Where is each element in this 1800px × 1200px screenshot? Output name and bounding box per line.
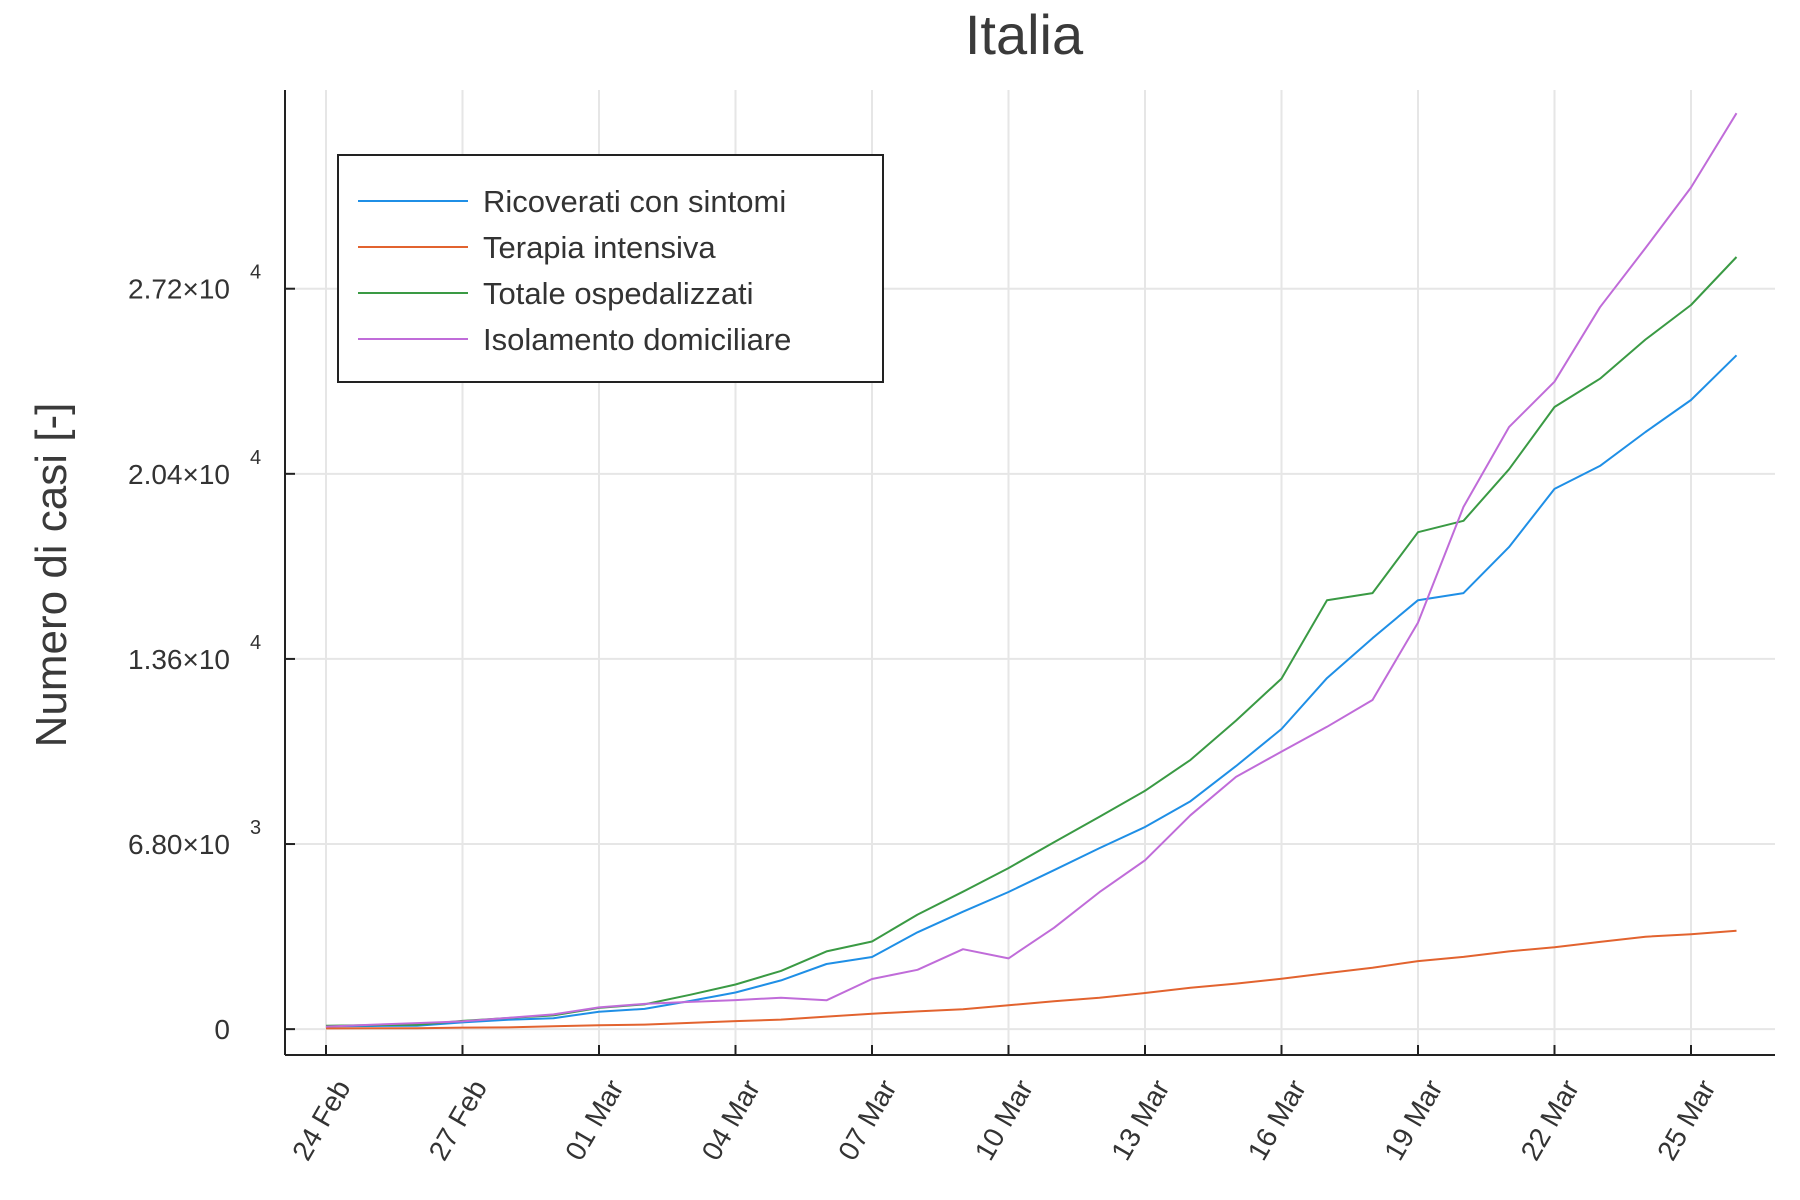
legend-entry: Isolamento domiciliare xyxy=(483,322,791,357)
x-tick-labels: 24 Feb 27 Feb 01 Mar 04 Mar 07 Mar 10 Mar 13 M… xyxy=(286,1075,1721,1166)
legend-entry: Totale ospedalizzati xyxy=(483,276,754,311)
x-tick-label: 16 Mar xyxy=(1242,1075,1312,1166)
series-line-isolamento-domiciliare xyxy=(325,112,1738,1028)
legend-box xyxy=(337,154,884,383)
chart-title: Italia xyxy=(965,3,1084,66)
y-tick-exponent: 4 xyxy=(250,262,261,284)
y-tick-label: 6.80×10 xyxy=(128,829,230,860)
y-tick-label: 2.04×10 xyxy=(128,459,230,490)
y-tick-exponent: 3 xyxy=(250,817,261,839)
x-tick-label: 24 Feb xyxy=(286,1075,356,1166)
y-tick-exponent: 4 xyxy=(250,447,261,469)
x-tick-label: 27 Feb xyxy=(423,1075,493,1166)
x-tick-label: 07 Mar xyxy=(832,1075,902,1166)
y-tick-labels: 0 6.80×10 3 1.36×10 4 2.04×10 4 2.72×10 4 xyxy=(128,262,261,1045)
x-tick-label: 01 Mar xyxy=(559,1075,629,1166)
y-axis-label: Numero di casi [-] xyxy=(27,403,76,748)
y-tick-label: 0 xyxy=(214,1014,230,1045)
grid-lines xyxy=(285,90,1775,1055)
x-tick-label: 10 Mar xyxy=(969,1075,1039,1166)
legend-entry: Terapia intensiva xyxy=(483,230,716,265)
legend-entry: Ricoverati con sintomi xyxy=(483,184,786,219)
x-tick-label: 25 Mar xyxy=(1651,1075,1721,1166)
y-tick-label: 1.36×10 xyxy=(128,644,230,675)
series-line-terapia-intensiva xyxy=(325,929,1737,1030)
x-tick-label: 04 Mar xyxy=(696,1075,766,1166)
axes xyxy=(284,90,1775,1056)
x-tick-label: 13 Mar xyxy=(1105,1075,1175,1166)
y-tick-label: 2.72×10 xyxy=(128,274,230,305)
x-tick-label: 22 Mar xyxy=(1515,1075,1585,1166)
y-tick-exponent: 4 xyxy=(250,632,261,654)
series-lines xyxy=(325,112,1738,1030)
legend: Ricoverati con sintomi Terapia intensiva T… xyxy=(337,154,884,383)
x-tick-label: 19 Mar xyxy=(1378,1075,1448,1166)
series-line-ricoverati-con-sintomi xyxy=(325,354,1738,1028)
